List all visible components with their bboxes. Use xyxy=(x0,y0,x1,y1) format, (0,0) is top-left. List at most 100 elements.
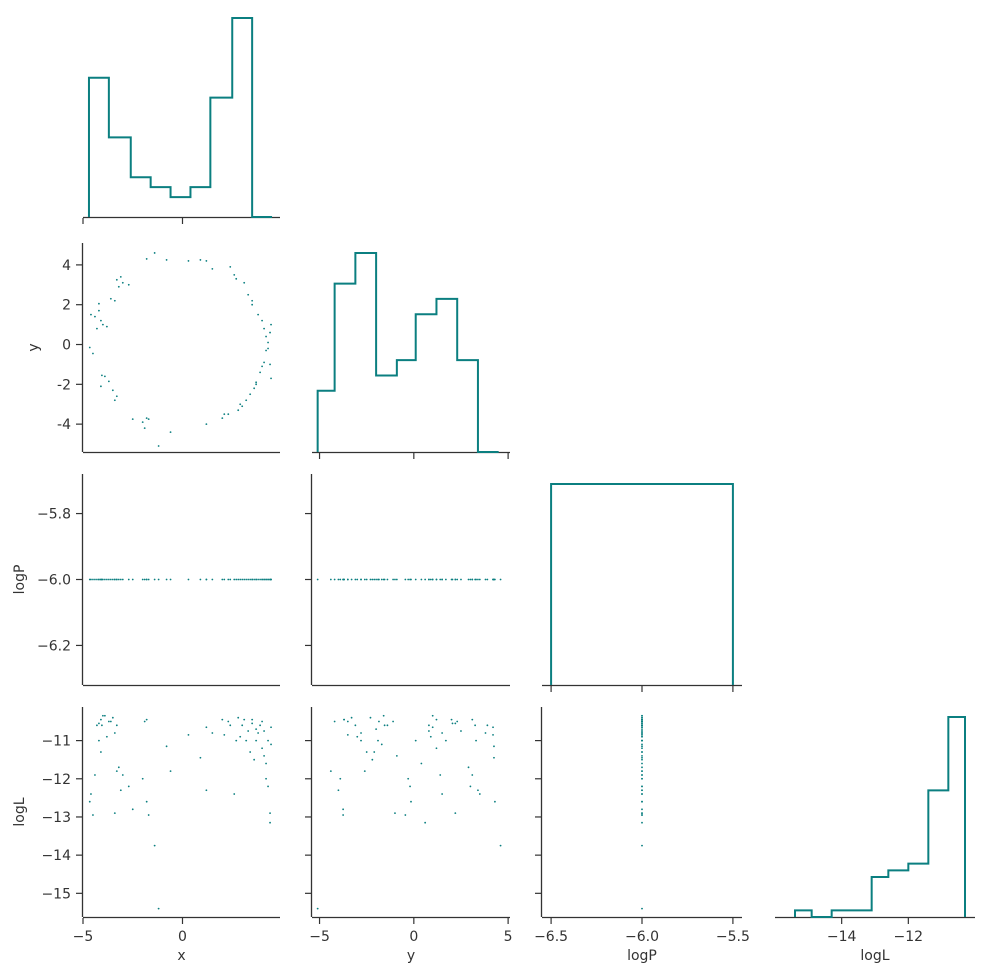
logP-x-point xyxy=(98,578,100,581)
logL-x-y-tick-label: −15 xyxy=(41,886,71,902)
y-x-point xyxy=(261,319,263,322)
logL-x-point xyxy=(157,907,160,910)
y-x-point xyxy=(107,380,110,383)
logL-x-point xyxy=(101,714,104,717)
logL-x-x-tick-label: −5 xyxy=(73,929,94,945)
logP-x-points xyxy=(88,578,272,581)
y-x-point xyxy=(98,302,100,305)
logL-x-point xyxy=(221,718,224,721)
y-x-point xyxy=(98,309,100,312)
logL-y-point xyxy=(460,730,462,732)
y-x-point xyxy=(187,260,190,262)
logL-x-point xyxy=(243,718,246,721)
logL-x-point xyxy=(269,812,271,815)
logL-x-point xyxy=(111,716,114,719)
logL-x-y-tick-label: −11 xyxy=(41,734,71,750)
logL-y-point xyxy=(383,724,386,727)
logP-y-point xyxy=(386,578,389,581)
logL-x-x-tick-label: 0 xyxy=(178,929,187,945)
y-x-y-axis-label: y xyxy=(26,343,42,351)
logL-y-point xyxy=(365,751,368,753)
logP-x-point xyxy=(229,578,232,581)
y-x-point xyxy=(115,395,118,398)
logL-x-point xyxy=(263,754,265,757)
logL-logP-point xyxy=(641,724,643,727)
logP-y-point xyxy=(477,578,479,581)
logP-y-point xyxy=(394,578,396,581)
logL-logP-point xyxy=(641,754,643,757)
y-x-point xyxy=(100,319,102,322)
logL-x-point xyxy=(237,716,240,719)
logL-logP-x-tick-label: −6.5 xyxy=(534,929,568,945)
logP-x-point xyxy=(117,578,120,581)
logL-y-point xyxy=(478,793,481,795)
logL-x-point xyxy=(101,724,103,727)
y-x-point xyxy=(109,297,112,300)
y-x-y-tick-label: -4 xyxy=(57,417,71,433)
y-x-point xyxy=(233,273,236,276)
logP-y-point xyxy=(475,578,477,581)
logL-y-point xyxy=(375,728,378,731)
logL-y-point xyxy=(484,732,487,734)
logL-y-point xyxy=(410,800,412,803)
y-x-point xyxy=(265,349,267,352)
logL-y-point xyxy=(342,814,345,816)
logL-logP-point xyxy=(641,770,643,773)
logL-x-point xyxy=(199,756,202,759)
logL-x-point xyxy=(259,724,262,727)
logP-y-points xyxy=(316,578,502,581)
logP-y-point xyxy=(363,578,366,581)
logL-x-point xyxy=(263,730,265,732)
logL-x-point xyxy=(100,751,102,753)
logP-y-point xyxy=(471,578,474,581)
y-x-point xyxy=(257,313,260,316)
y-x-point xyxy=(247,293,250,296)
logL-hist-axes: −14 −12 logL xyxy=(775,716,975,964)
logL-x-point xyxy=(145,800,148,803)
logL-y-point xyxy=(354,724,357,727)
logL-x-point xyxy=(265,762,267,765)
logL-y-point xyxy=(492,733,494,736)
logP-hist-axes xyxy=(542,483,742,692)
y-x-point xyxy=(169,431,172,433)
y-x-point xyxy=(229,265,232,268)
logP-y-point xyxy=(435,578,438,581)
logP-y-point xyxy=(392,578,394,581)
logP-x-point xyxy=(187,578,190,581)
logP-y-point xyxy=(444,578,447,581)
logP-y-point xyxy=(456,578,459,581)
logL-x-point xyxy=(255,739,258,742)
logL-y-point xyxy=(493,756,495,759)
logL-x-point xyxy=(267,739,269,742)
logP-x-point xyxy=(233,578,236,581)
logL-x-point xyxy=(239,735,242,738)
logP-x-point xyxy=(153,578,156,581)
logP-x-point xyxy=(227,578,230,581)
logL-x-point xyxy=(169,770,172,773)
logP-y-point xyxy=(441,578,444,581)
y-x-point xyxy=(115,278,118,281)
logL-x-points xyxy=(88,714,272,910)
y-hist-histogram-step xyxy=(316,252,499,453)
y-x-point xyxy=(255,381,258,384)
logL-x-point xyxy=(270,743,272,746)
logL-x-point xyxy=(98,739,100,742)
logP-x-point xyxy=(211,578,214,581)
logL-y-point xyxy=(373,751,376,753)
logP-y-point xyxy=(460,578,462,581)
logL-x-point xyxy=(267,785,269,788)
logL-y-point xyxy=(363,770,366,773)
logL-logP-x-axis-label: logP xyxy=(627,948,657,964)
logP-y-point xyxy=(395,578,398,581)
logP-x-point xyxy=(205,578,208,581)
logL-y-point xyxy=(441,793,444,795)
logP-x-point xyxy=(235,578,238,581)
logL-logP-point xyxy=(641,758,643,761)
logL-y-x-tick-label: 0 xyxy=(409,929,418,945)
logL-y-point xyxy=(477,789,479,792)
logL-x-point xyxy=(105,735,108,738)
logP-x-point xyxy=(221,578,224,581)
logL-logP-point xyxy=(641,844,643,847)
logP-x-point xyxy=(92,578,94,581)
logL-x-point xyxy=(165,745,168,748)
